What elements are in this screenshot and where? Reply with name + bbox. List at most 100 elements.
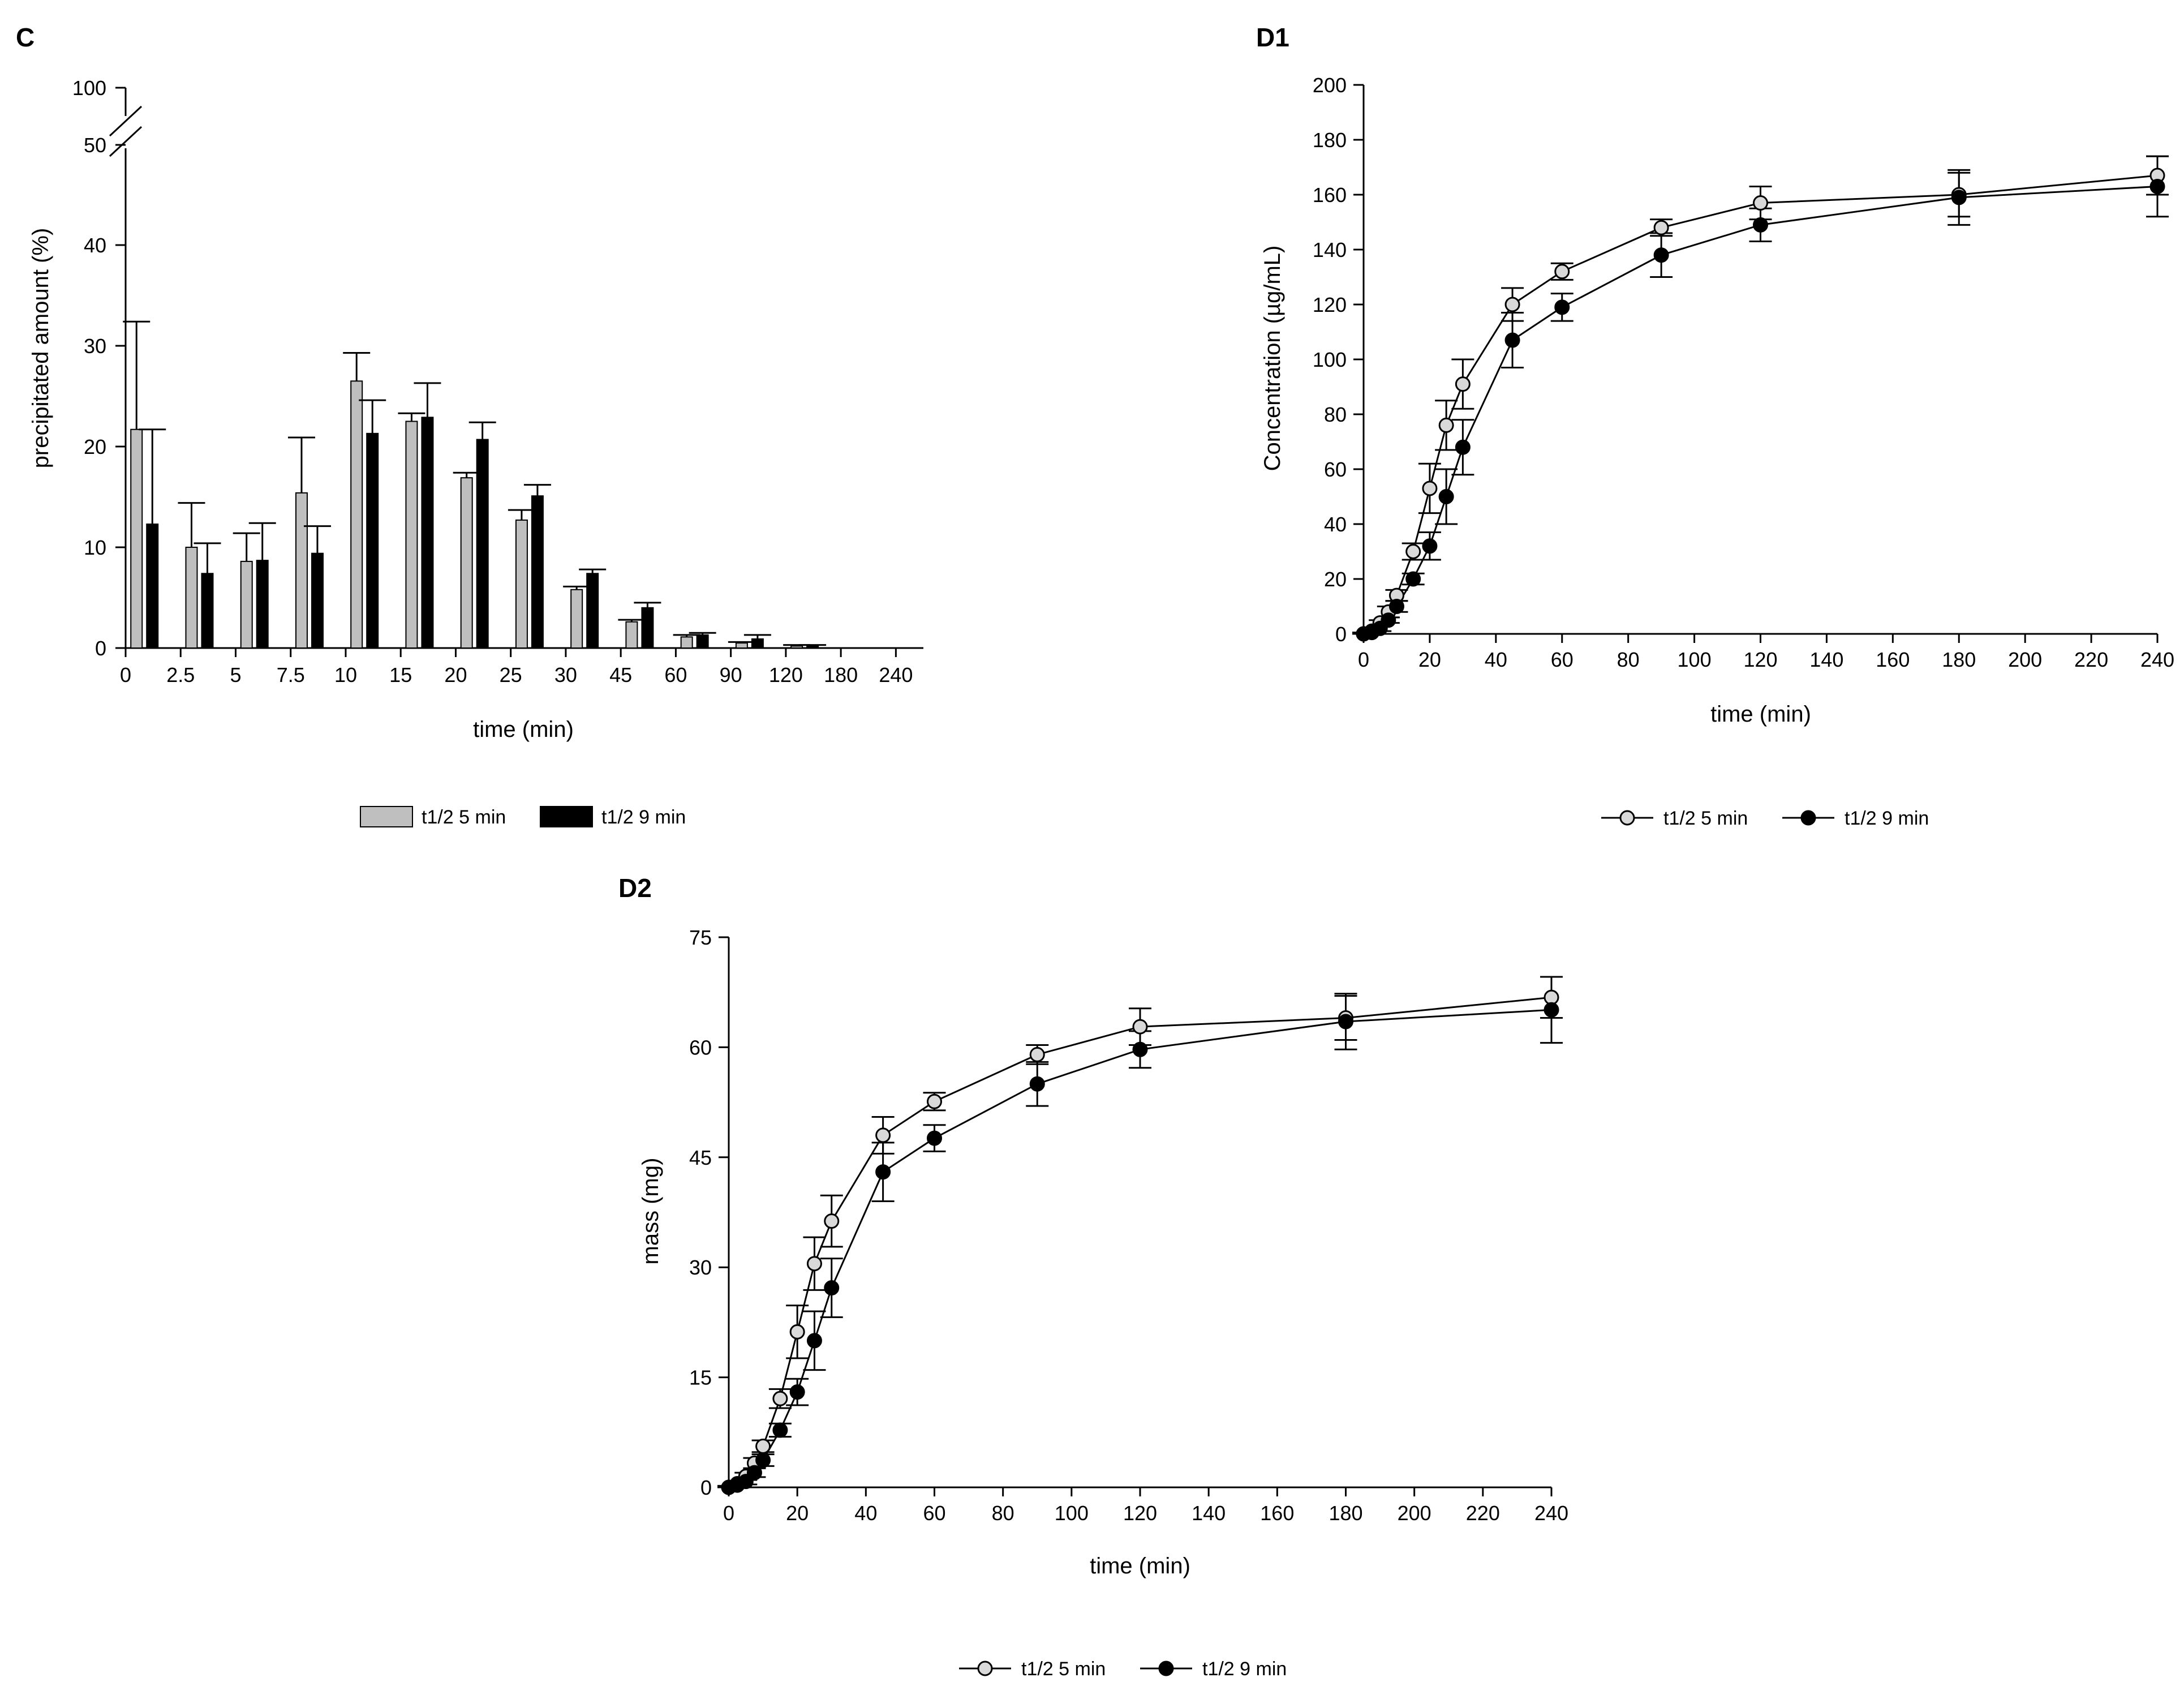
d2-point-t5	[875, 1127, 891, 1143]
d1-point-t9	[1388, 599, 1404, 614]
c-x-tick-label: 5	[230, 663, 241, 687]
c-bar-t9	[421, 417, 434, 649]
d2-y-tick-label: 60	[689, 1036, 712, 1059]
d1-point-t9	[2149, 178, 2165, 194]
d1-y-tick-label: 140	[1313, 238, 1347, 261]
d1-x-tick-label: 160	[1876, 648, 1910, 671]
d2-point-t5	[772, 1391, 788, 1406]
d2-y-tick-label: 15	[689, 1366, 712, 1389]
d2-point-t9	[927, 1130, 942, 1146]
c-legend: t1/2 5 min t1/2 9 min	[360, 806, 686, 828]
d2-x-tick-label: 180	[1329, 1501, 1362, 1525]
d2-y-tick-label: 30	[689, 1256, 712, 1279]
c-y-tick-label: 100	[72, 76, 106, 100]
d2-point-t9	[772, 1422, 788, 1438]
d2-y-tick-label: 45	[689, 1146, 712, 1169]
d1-point-t5	[1438, 417, 1454, 433]
c-x-tick-label: 20	[444, 663, 467, 687]
panel-d2-line-chart: D2 mass (mg) time (min) 0 15 30 45 60 75 0 20 40…	[618, 873, 1568, 1680]
c-bar-t5	[295, 492, 308, 649]
c-bar-t5	[240, 560, 253, 649]
c-y-tick-label: 50	[84, 134, 106, 157]
d1-point-t5	[1753, 195, 1768, 211]
panel-label-d2: D2	[618, 873, 652, 903]
c-legend-label-t9: t1/2 9 min	[601, 806, 686, 828]
d2-point-t5	[806, 1256, 822, 1272]
d2-point-t9	[1132, 1041, 1148, 1057]
d1-legend-label-t5: t1/2 5 min	[1663, 808, 1748, 829]
c-plot-area: 0 10 20 30 40 50 100 0 2.5 5 7.5 10 15 20 25 30 45 60 90 12…	[72, 76, 923, 687]
c-bar-t9	[531, 495, 544, 649]
d1-x-tick-label: 200	[2008, 648, 2042, 671]
c-x-tick-label: 240	[879, 663, 913, 687]
d1-y-tick-label: 160	[1313, 183, 1347, 207]
d2-legend-marker-t9	[1158, 1661, 1174, 1676]
d1-x-axis-title: time (min)	[1710, 702, 1811, 727]
d2-plot-area: 0 15 30 45 60 75 0 20 40 60 80 100 120 140 160 180 200 22…	[689, 926, 1568, 1525]
d1-point-t9	[1381, 612, 1396, 628]
c-bar-t5	[735, 642, 748, 649]
d1-y-tick-label: 0	[1335, 623, 1347, 646]
d1-series-line-t9	[1363, 185, 2158, 635]
c-x-tick-label: 120	[769, 663, 803, 687]
d1-x-tick-label: 0	[1358, 648, 1369, 671]
c-y-tick-label: 40	[84, 234, 106, 257]
c-bar-t9	[641, 607, 654, 649]
d2-point-t5	[789, 1324, 805, 1340]
d1-point-t5	[1455, 376, 1471, 392]
c-x-axis-title: time (min)	[473, 717, 574, 742]
d2-point-t9	[789, 1384, 805, 1400]
c-bar-t9	[696, 634, 709, 649]
d2-point-t5	[824, 1213, 840, 1229]
d1-point-t9	[1554, 299, 1570, 315]
d1-point-t9	[1422, 538, 1438, 554]
d2-x-tick-label: 140	[1192, 1501, 1226, 1525]
d1-x-tick-label: 40	[1485, 648, 1507, 671]
d2-x-tick-label: 120	[1123, 1501, 1157, 1525]
c-bar-t9	[751, 638, 764, 649]
c-bar-t5	[185, 547, 198, 649]
d1-x-tick-label: 140	[1809, 648, 1843, 671]
d2-y-axis-title: mass (mg)	[638, 1158, 663, 1265]
d2-point-t9	[806, 1333, 822, 1349]
d1-x-tick-label: 20	[1418, 648, 1441, 671]
c-y-tick-label: 0	[95, 637, 106, 660]
d2-x-tick-label: 220	[1466, 1501, 1500, 1525]
c-bar-t9	[311, 552, 324, 649]
d1-plot-area: 0 20 40 60 80 100 120 140 160 180 200 0 20 40 60 80 100 1…	[1313, 74, 2174, 671]
c-bar-t5	[460, 477, 473, 649]
d1-y-tick-label: 20	[1324, 568, 1347, 591]
d1-point-t9	[1438, 489, 1454, 504]
c-bar-t9	[366, 432, 379, 649]
d2-point-t5	[1544, 989, 1559, 1005]
d1-legend-marker-t9	[1800, 810, 1816, 826]
c-x-tick-label: 2.5	[166, 663, 195, 687]
d2-point-t9	[746, 1465, 762, 1481]
panel-c-bar-chart: C precipitated amount (%) time (min) 0 10…	[16, 23, 923, 828]
d1-x-tick-label: 120	[1743, 648, 1777, 671]
d2-x-tick-label: 160	[1260, 1501, 1294, 1525]
d2-legend-marker-t5	[977, 1661, 993, 1676]
c-x-tick-label: 7.5	[277, 663, 305, 687]
panel-label-c: C	[16, 23, 35, 52]
c-x-tick-label: 10	[334, 663, 357, 687]
d1-legend-marker-t5	[1619, 810, 1635, 826]
c-x-tick-label: 180	[824, 663, 858, 687]
d2-x-tick-label: 80	[992, 1501, 1014, 1525]
panel-d1-line-chart: D1 Concentration (µg/mL) time (min) 0 20 4…	[1256, 23, 2174, 829]
d2-x-tick-label: 0	[723, 1501, 734, 1525]
d1-point-t9	[1951, 190, 1967, 205]
d2-point-t9	[1544, 1002, 1559, 1018]
c-x-tick-label: 25	[500, 663, 522, 687]
d1-point-t9	[1455, 439, 1471, 455]
d2-legend-label-t9: t1/2 9 min	[1202, 1658, 1287, 1680]
d2-legend-label-t5: t1/2 5 min	[1021, 1658, 1106, 1680]
d1-y-tick-label: 200	[1313, 74, 1347, 97]
d1-point-t9	[1504, 332, 1520, 348]
c-y-tick-label: 30	[84, 334, 106, 358]
d1-y-tick-label: 120	[1313, 293, 1347, 316]
d1-legend-label-t9: t1/2 9 min	[1845, 808, 1929, 829]
d2-point-t9	[755, 1452, 771, 1468]
c-x-tick-label: 60	[664, 663, 687, 687]
c-bar-t9	[256, 560, 269, 649]
